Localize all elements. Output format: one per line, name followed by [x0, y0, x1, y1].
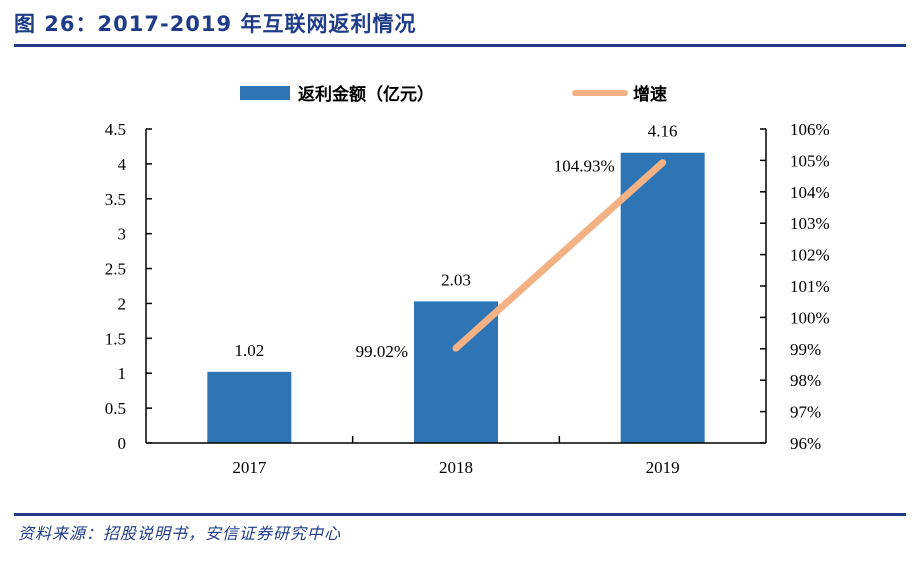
bar-label-2017: 1.02	[234, 341, 264, 360]
source-rule	[14, 513, 906, 516]
line-label-2018: 99.02%	[356, 342, 408, 361]
right-tick-label: 104%	[790, 183, 830, 202]
left-tick-label: 3.5	[105, 190, 126, 209]
right-tick-label: 97%	[790, 403, 821, 422]
left-tick-label: 2.5	[105, 260, 126, 279]
right-tick-label: 101%	[790, 277, 830, 296]
bar-2019	[620, 152, 705, 444]
figure-title: 图 26：2017-2019 年互联网返利情况	[14, 12, 417, 36]
bar-label-2018: 2.03	[441, 270, 471, 289]
growth-line	[452, 159, 667, 352]
right-tick-label: 105%	[790, 151, 830, 170]
right-tick-label: 106%	[790, 120, 830, 139]
x-tick-label-2018: 2018	[439, 458, 473, 477]
left-tick-label: 1.5	[105, 329, 126, 348]
left-tick-label: 0	[118, 434, 127, 453]
bar-label-2019: 4.16	[648, 122, 678, 141]
left-tick-label: 2	[118, 294, 127, 313]
x-tick-label-2017: 2017	[232, 458, 267, 477]
title-rule	[14, 44, 906, 47]
source-note: 资料来源：招股说明书，安信证券研究中心	[18, 524, 342, 543]
right-tick-label: 100%	[790, 308, 830, 327]
right-tick-label: 103%	[790, 214, 830, 233]
right-tick-label: 96%	[790, 434, 821, 453]
right-tick-label: 102%	[790, 246, 830, 265]
left-tick-label: 3	[118, 225, 127, 244]
right-tick-label: 99%	[790, 340, 821, 359]
line-label-2019: 104.93%	[554, 157, 615, 176]
left-tick-label: 1	[118, 364, 127, 383]
left-tick-label: 4	[118, 155, 127, 174]
bar-2017	[207, 371, 292, 443]
right-tick-label: 98%	[790, 371, 821, 390]
legend-bar-swatch	[240, 86, 290, 100]
x-tick-label-2019: 2019	[646, 458, 680, 477]
left-tick-label: 0.5	[105, 399, 126, 418]
left-tick-label: 4.5	[105, 120, 126, 139]
legend-line-label: 增速	[633, 84, 667, 105]
legend-bar-label: 返利金额（亿元）	[298, 84, 434, 105]
